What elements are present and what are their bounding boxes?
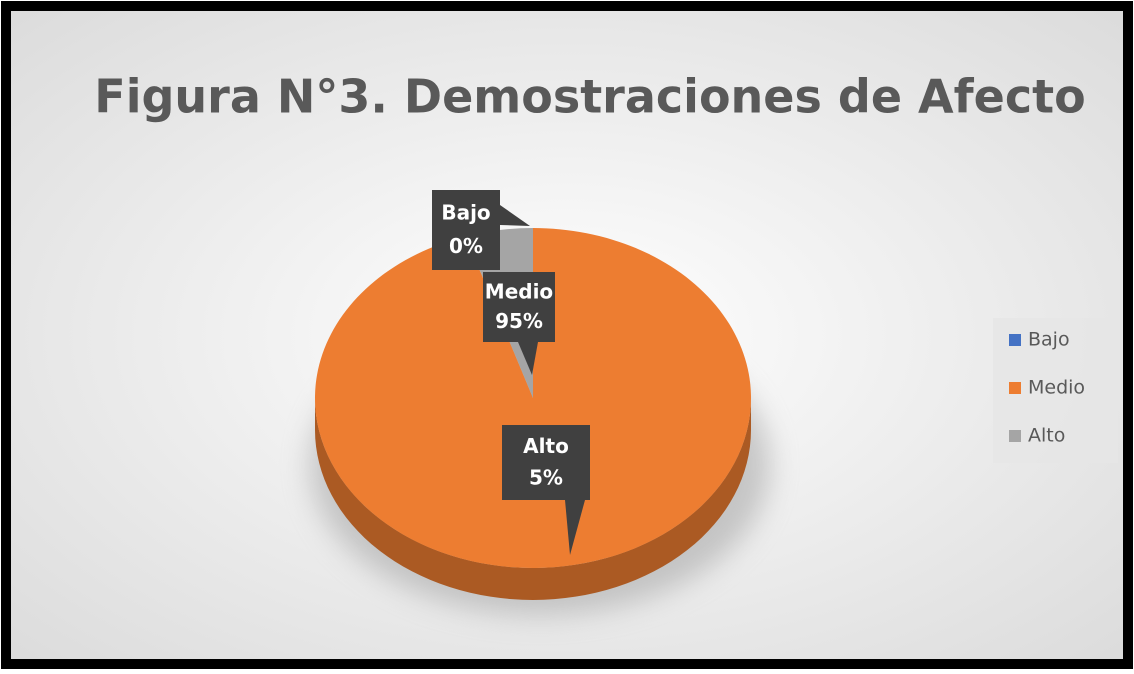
label-value: 95% [495, 309, 543, 333]
legend-swatch [1009, 334, 1021, 346]
legend-swatch [1009, 430, 1021, 442]
legend-label: Alto [1028, 425, 1065, 447]
legend-swatch [1009, 382, 1021, 394]
label-box [483, 272, 555, 342]
chart-title: Figura N°3. Demostraciones de Afecto [94, 70, 1085, 124]
legend-label: Bajo [1028, 329, 1070, 351]
pie-slice [314, 228, 751, 568]
label-category: Bajo [441, 201, 490, 225]
label-pointer [565, 500, 585, 555]
label-pointer [500, 205, 530, 226]
pie-side [315, 398, 751, 600]
label-box [432, 190, 500, 270]
legend-label: Medio [1028, 377, 1085, 399]
label-category: Medio [485, 280, 553, 304]
label-box [502, 425, 590, 500]
label-value: 5% [529, 466, 563, 490]
label-value: 0% [449, 234, 483, 258]
legend: Bajo Medio Alto [1009, 329, 1085, 447]
label-pointer [518, 342, 538, 375]
data-labels: Bajo 0%Medio 95% Alto 5% [432, 190, 590, 555]
label-category: Alto [523, 434, 569, 458]
